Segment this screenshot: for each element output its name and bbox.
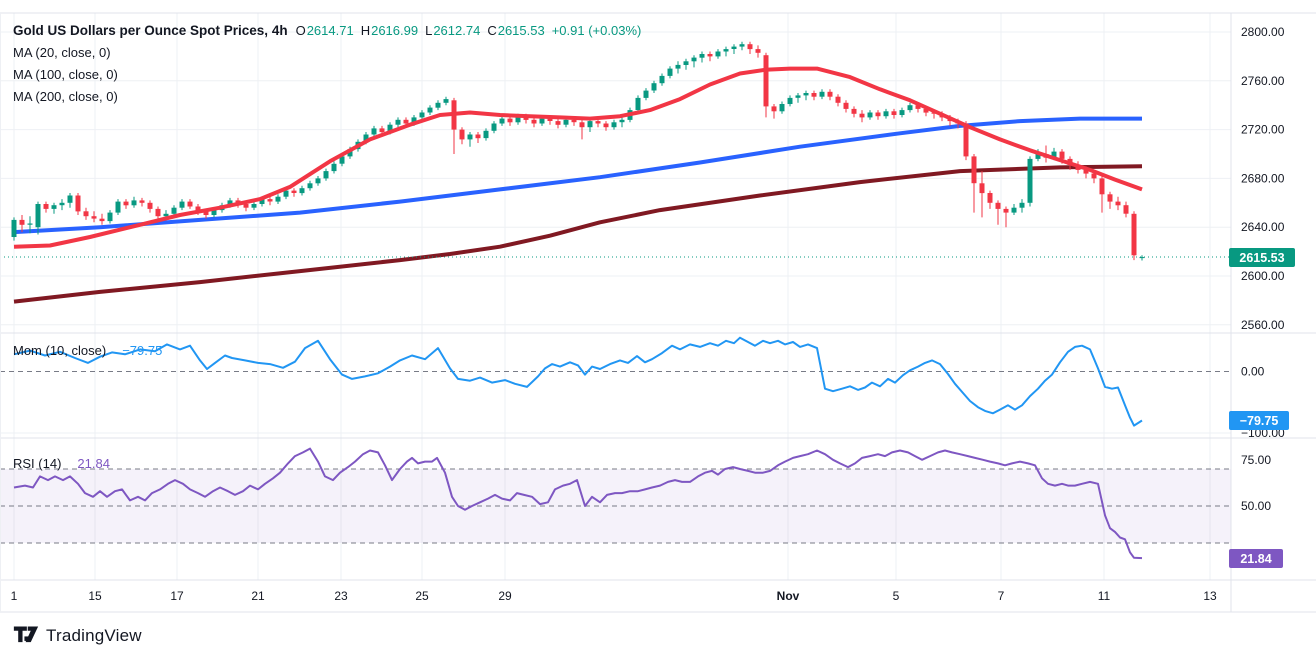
ma200-line	[13, 164, 1143, 304]
time-axis-label: 23	[334, 589, 348, 603]
time-axis-label: 21	[251, 589, 265, 603]
rsi-value-badge: 21.84	[1229, 549, 1283, 568]
close-value: 2615.53	[497, 23, 545, 38]
rsi-line	[13, 447, 1143, 560]
tradingview-logo-text: TradingView	[46, 626, 142, 645]
time-axis-label: 13	[1203, 589, 1217, 603]
time-axis-label: 11	[1097, 589, 1111, 603]
ma100-label: MA (100, close, 0)	[13, 67, 118, 82]
price-tick-label: 2600.00	[1241, 269, 1285, 283]
ma20-label: MA (20, close, 0)	[13, 45, 111, 60]
rsi-value: 21.84	[77, 456, 110, 471]
time-axis-label: 17	[170, 589, 184, 603]
time-axis-label: Nov	[776, 589, 800, 603]
time-axis-label: 7	[997, 589, 1005, 603]
price-tick-label: 2800.00	[1241, 25, 1285, 39]
main-legend: Gold US Dollars per Ounce Spot Prices, 4…	[13, 20, 641, 108]
low-label: L	[425, 23, 433, 38]
symbol-legend-row[interactable]: Gold US Dollars per Ounce Spot Prices, 4…	[13, 20, 641, 42]
open-label: O	[295, 23, 306, 38]
low-value: 2612.74	[433, 23, 481, 38]
rsi-label: RSI (14)	[13, 456, 62, 471]
rsi-tick-label: 50.00	[1241, 499, 1271, 513]
price-axis[interactable]	[1231, 13, 1316, 612]
open-value: 2614.71	[306, 23, 354, 38]
time-axis-label: 25	[415, 589, 429, 603]
ma100-line	[13, 116, 1142, 235]
price-tick-label: 2560.00	[1241, 318, 1285, 332]
time-axis-label: 15	[88, 589, 102, 603]
high-value: 2616.99	[371, 23, 419, 38]
ma200-legend-row[interactable]: MA (200, close, 0)	[13, 86, 641, 108]
momentum-legend[interactable]: Mom (10, close) −79.75	[13, 340, 162, 362]
high-label: H	[360, 23, 371, 38]
price-tick-label: 2680.00	[1241, 171, 1285, 185]
ma20-line	[13, 66, 1143, 249]
tradingview-logo[interactable]: TradingView	[13, 625, 142, 647]
ma20-legend-row[interactable]: MA (20, close, 0)	[13, 42, 641, 64]
price-tick-label: 2640.00	[1241, 220, 1285, 234]
ma100-legend-row[interactable]: MA (100, close, 0)	[13, 64, 641, 86]
tradingview-logo-icon	[13, 626, 39, 643]
symbol-title: Gold US Dollars per Ounce Spot Prices, 4…	[13, 23, 288, 38]
last-price-badge: 2615.53	[1229, 248, 1295, 267]
rsi-tick-label: 75.00	[1241, 453, 1271, 467]
momentum-value-badge: −79.75	[1229, 411, 1289, 430]
ma200-label: MA (200, close, 0)	[13, 89, 118, 104]
momentum-label: Mom (10, close)	[13, 343, 107, 358]
rsi-legend[interactable]: RSI (14) 21.84	[13, 453, 110, 475]
time-axis-label: 29	[498, 589, 512, 603]
ohlc-values: O 2614.71 H 2616.99 L 2612.74 C 2615.53 +0.9…	[296, 20, 642, 42]
price-tick-label: 2760.00	[1241, 74, 1285, 88]
time-axis-label: 5	[892, 589, 900, 603]
momentum-value: −79.75	[122, 343, 163, 358]
time-axis[interactable]: 1 15 17 21 23 25 29 Nov 5 7 11 13	[0, 581, 1231, 612]
momentum-line	[13, 336, 1143, 427]
change-value: +0.91 (+0.03%)	[551, 23, 642, 38]
time-axis-label: 1	[10, 589, 18, 603]
momentum-tick-label: 0.00	[1241, 365, 1265, 379]
close-label: C	[487, 23, 497, 38]
price-tick-label: 2720.00	[1241, 123, 1285, 137]
